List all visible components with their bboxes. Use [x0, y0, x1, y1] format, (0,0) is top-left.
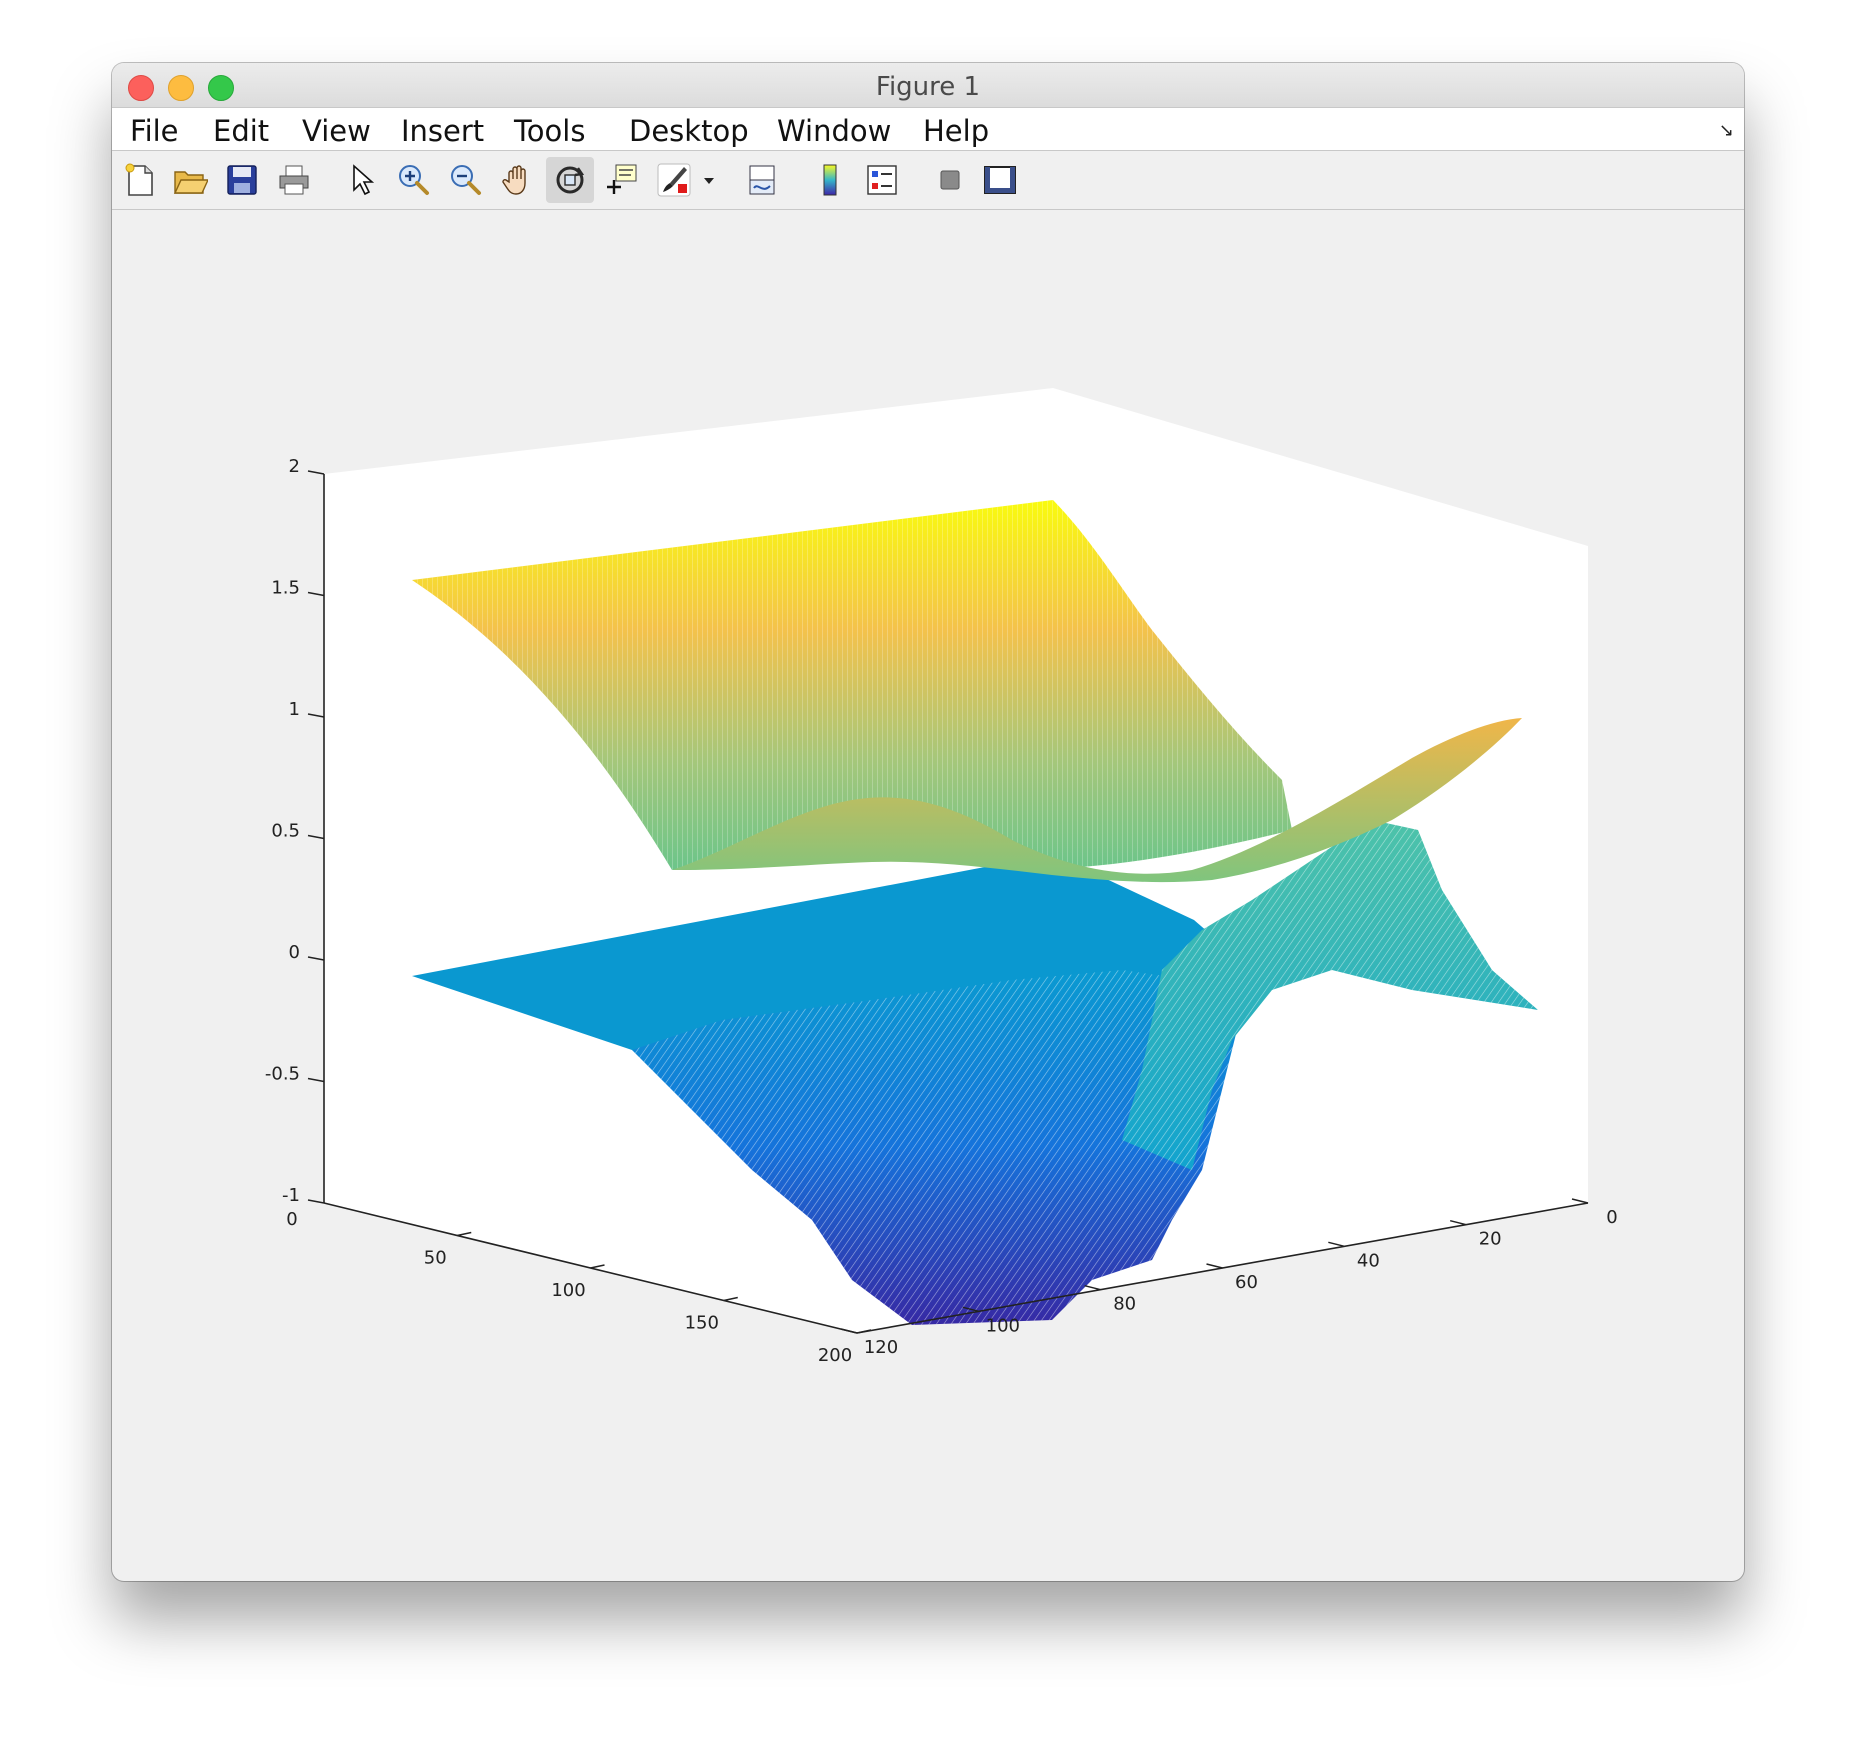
- data-cursor-button[interactable]: [598, 157, 646, 203]
- open-file-button[interactable]: [166, 157, 214, 203]
- x-tick: [723, 1296, 738, 1302]
- maximize-window-button[interactable]: [208, 75, 234, 101]
- z-tick-label: 0: [289, 942, 300, 963]
- hide-plot-tools-button[interactable]: [926, 157, 974, 203]
- close-window-button[interactable]: [128, 75, 154, 101]
- pan-hand-icon: [502, 165, 526, 195]
- y-axis-ticks: 0 20 40 60 80 100 120: [840, 1198, 1618, 1358]
- y-tick-label: 20: [1479, 1229, 1502, 1250]
- x-axis-ticks: 0 50 100 150 200: [286, 1209, 872, 1366]
- menu-desktop[interactable]: Desktop: [629, 114, 749, 148]
- open-file-icon: [173, 171, 208, 194]
- z-tick-label: -1: [282, 1185, 300, 1206]
- new-figure-button[interactable]: [116, 157, 164, 203]
- y-tick-label: 40: [1357, 1250, 1380, 1271]
- z-tick: [307, 956, 325, 961]
- menu-file[interactable]: File: [130, 114, 179, 148]
- lower-ridge-mesh: [1122, 820, 1538, 1170]
- z-tick-label: 1: [289, 699, 300, 720]
- y-tick: [1571, 1198, 1589, 1204]
- z-tick: [307, 1077, 325, 1083]
- insert-colorbar-button[interactable]: [806, 157, 854, 203]
- edit-plot-arrow-icon: [353, 164, 375, 196]
- data-cursor-icon: [607, 164, 637, 194]
- z-tick: [307, 470, 325, 475]
- y-tick: [1328, 1241, 1345, 1248]
- title-bar[interactable]: Figure 1: [112, 63, 1744, 108]
- y-tick: [1206, 1263, 1223, 1269]
- hide-plot-tools-icon: [940, 170, 960, 190]
- rotate-3d-button[interactable]: [546, 157, 594, 203]
- save-button[interactable]: [218, 157, 266, 203]
- y-tick: [840, 1328, 858, 1334]
- y-tick: [1449, 1219, 1467, 1226]
- dock-arrow-icon[interactable]: ↘: [1718, 120, 1734, 140]
- lower-surface-mesh: [632, 970, 1242, 1325]
- brush-icon: [657, 163, 691, 197]
- menu-insert[interactable]: Insert: [401, 114, 485, 148]
- z-tick: [307, 713, 325, 718]
- y-tick: [962, 1306, 980, 1313]
- window-title: Figure 1: [875, 72, 981, 102]
- x-tick-label: 100: [551, 1280, 585, 1301]
- save-icon: [227, 165, 257, 195]
- x-tick-label: 0: [286, 1209, 297, 1230]
- figure-toolbar: [112, 151, 1744, 210]
- new-figure-icon: [125, 163, 153, 196]
- z-tick: [307, 1199, 325, 1204]
- pan-button[interactable]: [494, 157, 542, 203]
- x-tick-label: 150: [685, 1313, 719, 1334]
- show-plot-tools-icon: [984, 166, 1016, 194]
- y-tick-label: 120: [864, 1337, 898, 1358]
- z-tick-label: 2: [289, 456, 300, 477]
- z-tick-label: -0.5: [265, 1064, 300, 1085]
- legend-icon: [867, 165, 897, 195]
- link-plot-button[interactable]: [738, 157, 786, 203]
- menu-bar: File Edit View Insert Tools Desktop Wind…: [112, 108, 1744, 151]
- y-tick-label: 60: [1235, 1272, 1258, 1293]
- z-axis-ticks: 2 1.5 1 0.5 0 -0.5 -1: [265, 456, 325, 1206]
- upper-surface-mesh: [412, 500, 1292, 870]
- z-tick-label: 0.5: [271, 821, 300, 842]
- menu-window[interactable]: Window: [777, 114, 892, 148]
- brush-dropdown-icon: [704, 178, 714, 184]
- x-tick: [457, 1231, 472, 1237]
- menu-help[interactable]: Help: [923, 114, 990, 148]
- z-tick: [307, 591, 325, 597]
- menu-view[interactable]: View: [302, 114, 371, 148]
- z-tick-label: 1.5: [271, 578, 300, 599]
- x-tick-label: 200: [818, 1345, 852, 1366]
- zoom-out-icon: [451, 165, 481, 195]
- y-tick-label: 80: [1113, 1294, 1136, 1315]
- y-tick-label: 0: [1606, 1207, 1617, 1228]
- insert-legend-button[interactable]: [858, 157, 906, 203]
- upper-surface-ridge: [672, 718, 1522, 883]
- z-tick: [307, 834, 325, 840]
- figure-window: Figure 1 File Edit View Insert Tools Des…: [112, 63, 1744, 1581]
- menu-tools[interactable]: Tools: [514, 114, 586, 148]
- plot-area[interactable]: 2 1.5 1 0.5 0 -0.5 -1 0 50 100 150 200 0 20 40 60 80 10…: [112, 210, 1744, 1581]
- print-button[interactable]: [270, 157, 318, 203]
- print-icon: [279, 165, 309, 195]
- menu-edit[interactable]: Edit: [213, 114, 270, 148]
- zoom-in-icon: [399, 165, 429, 195]
- rotate-3d-icon: [556, 166, 585, 194]
- x-tick: [590, 1264, 605, 1269]
- zoom-out-button[interactable]: [442, 157, 490, 203]
- link-plot-icon: [749, 165, 775, 195]
- colorbar-icon: [823, 164, 837, 196]
- brush-button[interactable]: [650, 157, 698, 203]
- edit-plot-button[interactable]: [338, 157, 386, 203]
- y-tick: [1084, 1284, 1101, 1291]
- show-plot-tools-button[interactable]: [976, 157, 1024, 203]
- zoom-in-button[interactable]: [390, 157, 438, 203]
- y-tick-label: 100: [986, 1315, 1020, 1336]
- minimize-window-button[interactable]: [168, 75, 194, 101]
- x-tick: [856, 1329, 872, 1334]
- surface-plot[interactable]: 2 1.5 1 0.5 0 -0.5 -1 0 50 100 150 200 0 20 40 60 80 10…: [112, 210, 1744, 1581]
- x-tick-label: 50: [424, 1248, 447, 1269]
- brush-dropdown-button[interactable]: [696, 157, 722, 203]
